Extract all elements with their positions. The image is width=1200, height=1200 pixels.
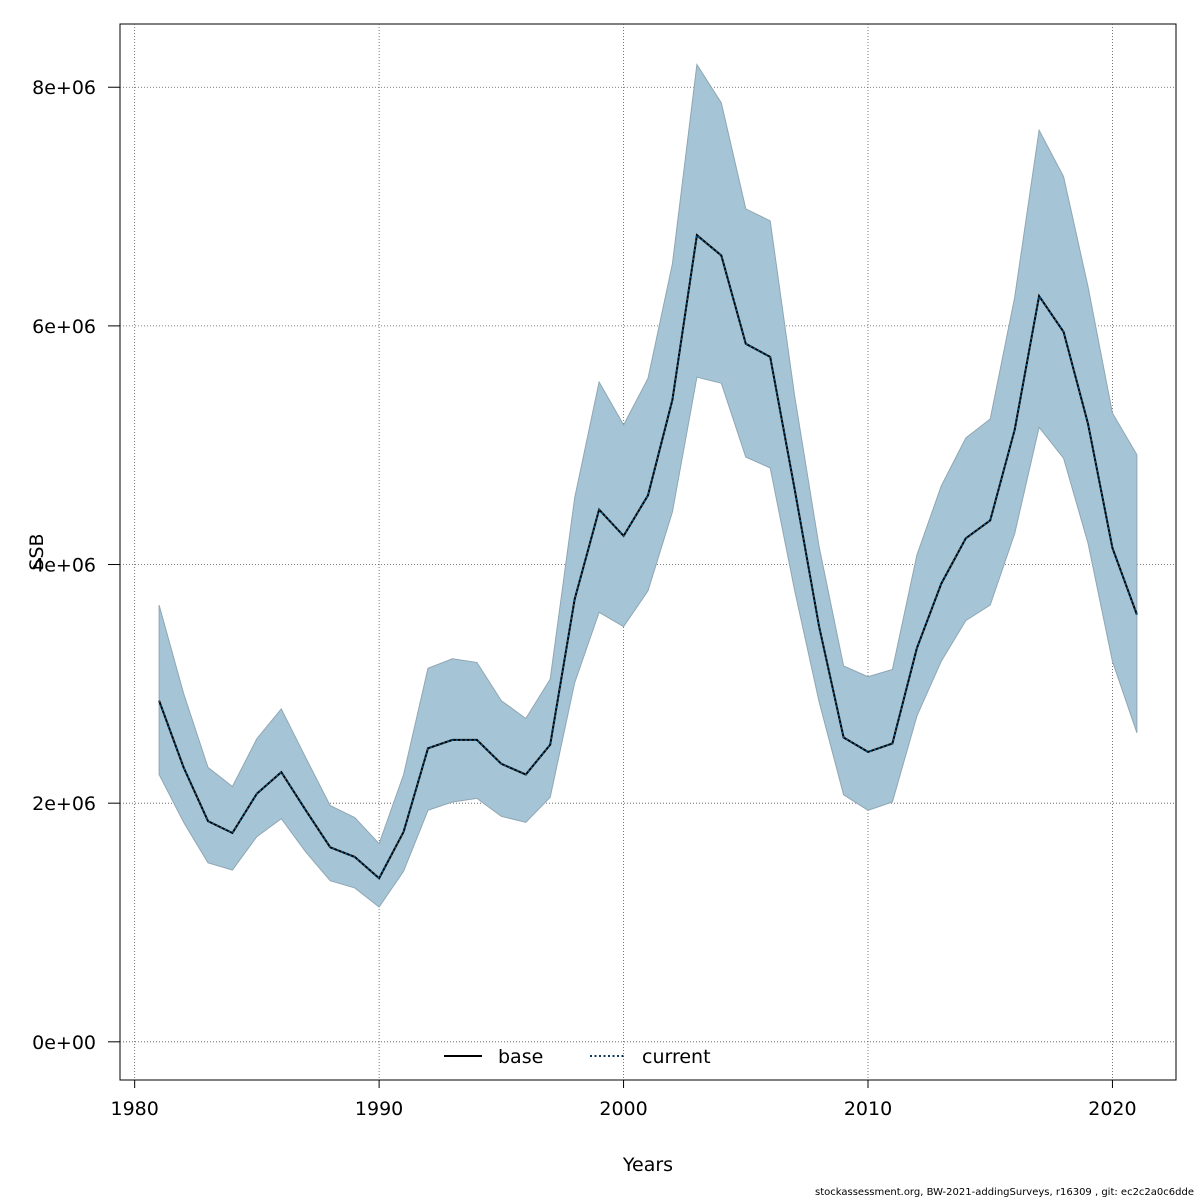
x-axis: 1980 1990 2000 2010 2020	[110, 1080, 1137, 1120]
plot-frame	[119, 23, 1177, 1081]
x-tick-label: 2010	[844, 1098, 892, 1120]
legend: base current	[444, 1046, 711, 1068]
y-tick-label: 6e+06	[32, 316, 96, 338]
x-tick-label: 2020	[1088, 1098, 1136, 1120]
footer-note: stockassessment.org, BW-2021-addingSurve…	[815, 1187, 1194, 1198]
y-tick-label: 2e+06	[32, 793, 96, 815]
confidence-band	[158, 63, 1138, 908]
x-tick-label: 2000	[599, 1098, 647, 1120]
y-axis-title: SSB	[26, 533, 48, 570]
series-line-current	[158, 233, 1138, 880]
x-axis-title: Years	[622, 1154, 673, 1176]
y-tick-label: 4e+06	[32, 555, 96, 577]
x-tick-label: 1990	[355, 1098, 403, 1120]
legend-label-base: base	[498, 1046, 543, 1068]
y-axis: 0e+00 2e+06 4e+06 6e+06 8e+06	[32, 77, 120, 1054]
x-tick-label: 1980	[110, 1098, 158, 1120]
legend-label-current: current	[642, 1046, 711, 1068]
y-tick-label: 8e+06	[32, 77, 96, 99]
y-tick-label: 0e+00	[32, 1032, 96, 1054]
